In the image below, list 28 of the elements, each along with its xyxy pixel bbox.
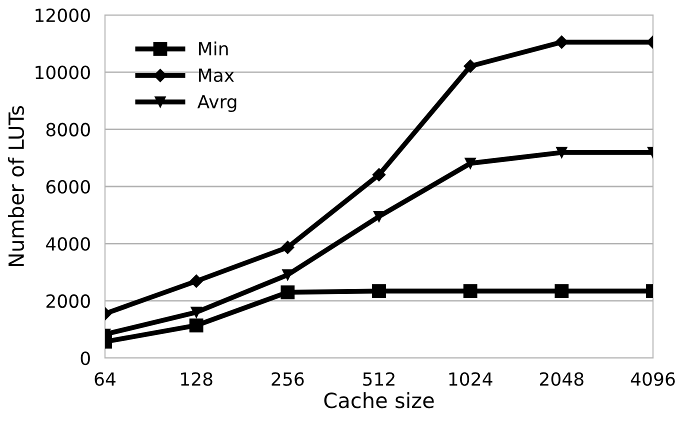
y-tick-label: 12000 bbox=[36, 8, 90, 22]
point bbox=[281, 240, 294, 254]
point bbox=[282, 269, 294, 280]
y-tick-label: 6000 bbox=[46, 180, 90, 194]
y-tick-label: 10000 bbox=[36, 66, 90, 80]
x-tick-label: 512 bbox=[363, 372, 394, 386]
point bbox=[464, 60, 477, 73]
x-tick-label: 1024 bbox=[449, 372, 492, 386]
legend-label: Max bbox=[199, 68, 234, 82]
point bbox=[464, 158, 476, 169]
x-tick-label: 2048 bbox=[540, 372, 584, 386]
legend-label: Avrg bbox=[197, 95, 236, 112]
y-tick-label: 2000 bbox=[46, 294, 90, 308]
y-tick-label: 0 bbox=[80, 351, 90, 366]
point bbox=[372, 284, 386, 298]
point bbox=[463, 284, 478, 298]
point bbox=[373, 210, 385, 222]
x-tick-label: 256 bbox=[272, 372, 304, 386]
x-tick-label: 128 bbox=[181, 372, 212, 386]
point bbox=[372, 168, 386, 182]
x-tick-label: 4096 bbox=[630, 372, 675, 386]
point bbox=[280, 285, 295, 300]
x-tick-label: 64 bbox=[94, 372, 116, 386]
y-tick-label: 4000 bbox=[46, 237, 90, 251]
legend-label: Min bbox=[199, 42, 228, 56]
x-axis-title: Cache size bbox=[324, 392, 434, 408]
y-tick-label: 8000 bbox=[46, 122, 90, 136]
y-axis-title: Number of LUTs bbox=[8, 106, 24, 266]
